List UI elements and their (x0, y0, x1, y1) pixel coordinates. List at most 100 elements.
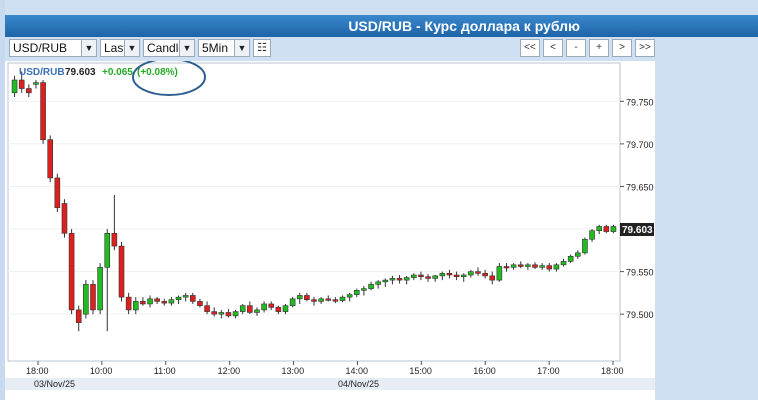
symbol-select[interactable]: USD/RUB ▼ (9, 39, 97, 57)
candle-body (482, 273, 488, 277)
candle-body (26, 88, 32, 94)
last-price-tag-text: 79.603 (622, 225, 653, 236)
plot-border (7, 62, 621, 362)
symbol-select-value: USD/RUB (13, 41, 68, 55)
candle-body (275, 307, 282, 312)
window-title: USD/RUB - Курс доллара к рублю (348, 18, 580, 34)
candle-body (289, 298, 296, 306)
last-price-tag-bg (620, 223, 654, 236)
y-tick-label: 79.700 (626, 140, 654, 150)
chart-type-select[interactable]: Candle ▼ (143, 39, 195, 57)
price-field-select[interactable]: Last ▼ (100, 39, 140, 57)
candle-body (54, 177, 61, 209)
candle-body (546, 265, 553, 270)
candle-body (75, 309, 82, 323)
candle-body (111, 232, 118, 247)
candle-body (567, 255, 574, 262)
candle-body (396, 278, 403, 281)
candle-body (560, 261, 567, 266)
candle-body (33, 82, 39, 85)
candle-body (182, 295, 189, 298)
candle-body (496, 266, 503, 281)
candle-body (489, 275, 496, 281)
candle-body (247, 305, 253, 313)
y-tick-label: 79.550 (626, 268, 654, 278)
candle-body (154, 298, 160, 302)
interval-select[interactable]: 5Min ▼ (198, 39, 250, 57)
candle-body (90, 284, 96, 311)
date-label-second: 04/Nov/25 (338, 379, 380, 389)
last-price-tag: 79.603 (620, 223, 654, 236)
candle-body (353, 290, 360, 295)
candle-body (311, 299, 317, 302)
candle-body (432, 275, 438, 279)
zoom-out-button[interactable]: - (566, 39, 586, 57)
x-axis: 18:00 10:00 11:00 12:00 13:00 14:00 15:00 16:00… (26, 361, 624, 376)
candle-body (161, 301, 168, 304)
candle-body (446, 273, 453, 276)
x-tick-label: 18:00 (601, 366, 624, 376)
chevron-down-icon[interactable]: ▼ (234, 40, 249, 56)
scroll-first-label: << (524, 42, 536, 53)
candle-body (104, 232, 111, 268)
candle-body (97, 267, 103, 311)
chevron-down-icon[interactable]: ▼ (179, 40, 194, 56)
candle-body (11, 79, 18, 94)
left-border (0, 0, 5, 400)
candle-body (596, 226, 602, 232)
candle-body (603, 226, 610, 232)
x-tick-label: 16:00 (473, 366, 496, 376)
candle-body (582, 238, 588, 254)
candle-body (211, 311, 217, 315)
candle-body (197, 301, 203, 306)
candle-body (147, 298, 153, 305)
candle-body (460, 274, 467, 278)
scroll-first-button[interactable]: << (520, 39, 540, 57)
scroll-forward-button[interactable]: > (612, 39, 632, 57)
title-bar: USD/RUB - Курс доллара к рублю (5, 15, 758, 37)
zoom-in-button[interactable]: + (589, 39, 609, 57)
zoom-out-label: - (574, 42, 578, 53)
candle-body (61, 203, 68, 234)
candle-body (418, 274, 424, 278)
chevron-down-icon[interactable]: ▼ (81, 40, 96, 56)
scroll-forward-label: > (619, 42, 625, 53)
x-tick-label: 17:00 (537, 366, 560, 376)
candle-body (375, 281, 381, 285)
candle-body (510, 264, 517, 268)
candle-body (475, 271, 481, 274)
candle-body (403, 277, 410, 281)
candle-body (254, 309, 260, 313)
candle-body (339, 296, 346, 301)
y-tick-label: 79.650 (626, 182, 654, 192)
x-tick-label: 11:00 (154, 366, 176, 376)
candle-body (539, 265, 545, 268)
x-tick-label: 13:00 (282, 366, 305, 376)
candle-body (282, 305, 289, 312)
candle-body (140, 301, 146, 305)
table-view-button[interactable]: ☷ (253, 39, 271, 57)
candle-body (232, 311, 239, 317)
candle-body (368, 284, 374, 289)
y-tick-label: 79.500 (626, 310, 654, 320)
annotation-circle (132, 61, 206, 96)
chevron-down-icon[interactable]: ▼ (124, 40, 139, 56)
legend-price: 79.603 (65, 67, 96, 78)
candle-body (389, 278, 396, 281)
scroll-last-button[interactable]: >> (635, 39, 655, 57)
x-tick-label: 10:00 (90, 366, 113, 376)
right-panel (655, 37, 758, 400)
candle-body (218, 312, 225, 315)
candle-body (453, 274, 460, 278)
candle-body (411, 274, 417, 278)
chart-toolbar: USD/RUB ▼ Last ▼ Candle ▼ 5Min ▼ ☷ << < … (5, 37, 655, 61)
candle-body (68, 232, 75, 311)
candle-body (318, 298, 324, 302)
candle-body (361, 288, 367, 291)
candle-body (589, 230, 595, 240)
candle-body (175, 296, 182, 300)
y-tick-label: 79.750 (626, 97, 654, 107)
scroll-back-button[interactable]: < (543, 39, 563, 57)
